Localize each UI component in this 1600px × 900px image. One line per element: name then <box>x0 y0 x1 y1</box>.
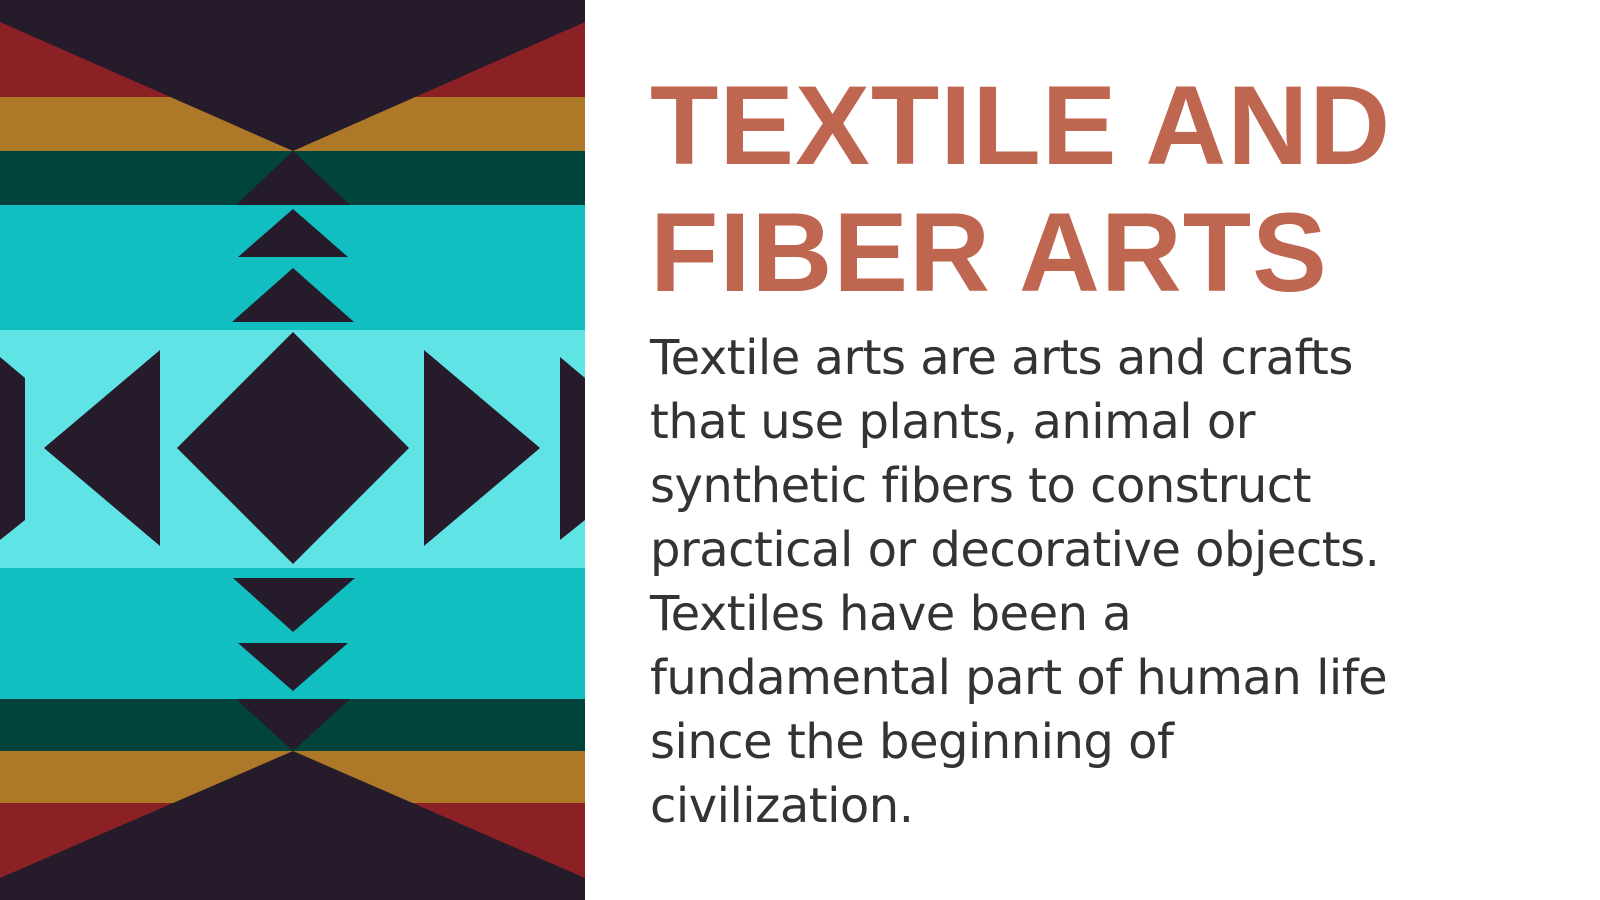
pattern-triangle-up-3 <box>232 268 354 322</box>
pattern-wedge-bottom <box>0 751 585 900</box>
pattern-triangle-down-1 <box>233 578 355 632</box>
slide-title-line-2: FIBER ARTS <box>650 190 1328 315</box>
pattern-triangle-right <box>424 350 540 546</box>
pattern-triangle-up-2 <box>238 209 348 257</box>
decorative-pattern-panel <box>0 0 585 900</box>
pattern-edge-left <box>0 357 25 540</box>
slide-title-line-1: TEXTILE AND <box>650 63 1392 188</box>
pattern-triangle-down-2 <box>238 643 348 691</box>
pattern-edge-right <box>560 357 585 540</box>
pattern-triangle-left <box>44 350 160 546</box>
pattern-wedge-top <box>0 0 585 151</box>
pattern-center-diamond <box>177 332 409 564</box>
slide-body-text: Textile arts are arts and crafts that us… <box>650 330 1388 834</box>
slide-title: TEXTILE AND FIBER ARTS <box>650 62 1550 316</box>
text-content: TEXTILE AND FIBER ARTS Textile arts are … <box>650 62 1550 838</box>
geometric-textile-pattern-image <box>0 0 585 900</box>
pattern-triangle-up-1 <box>236 151 350 205</box>
pattern-triangle-down-3 <box>236 699 350 751</box>
